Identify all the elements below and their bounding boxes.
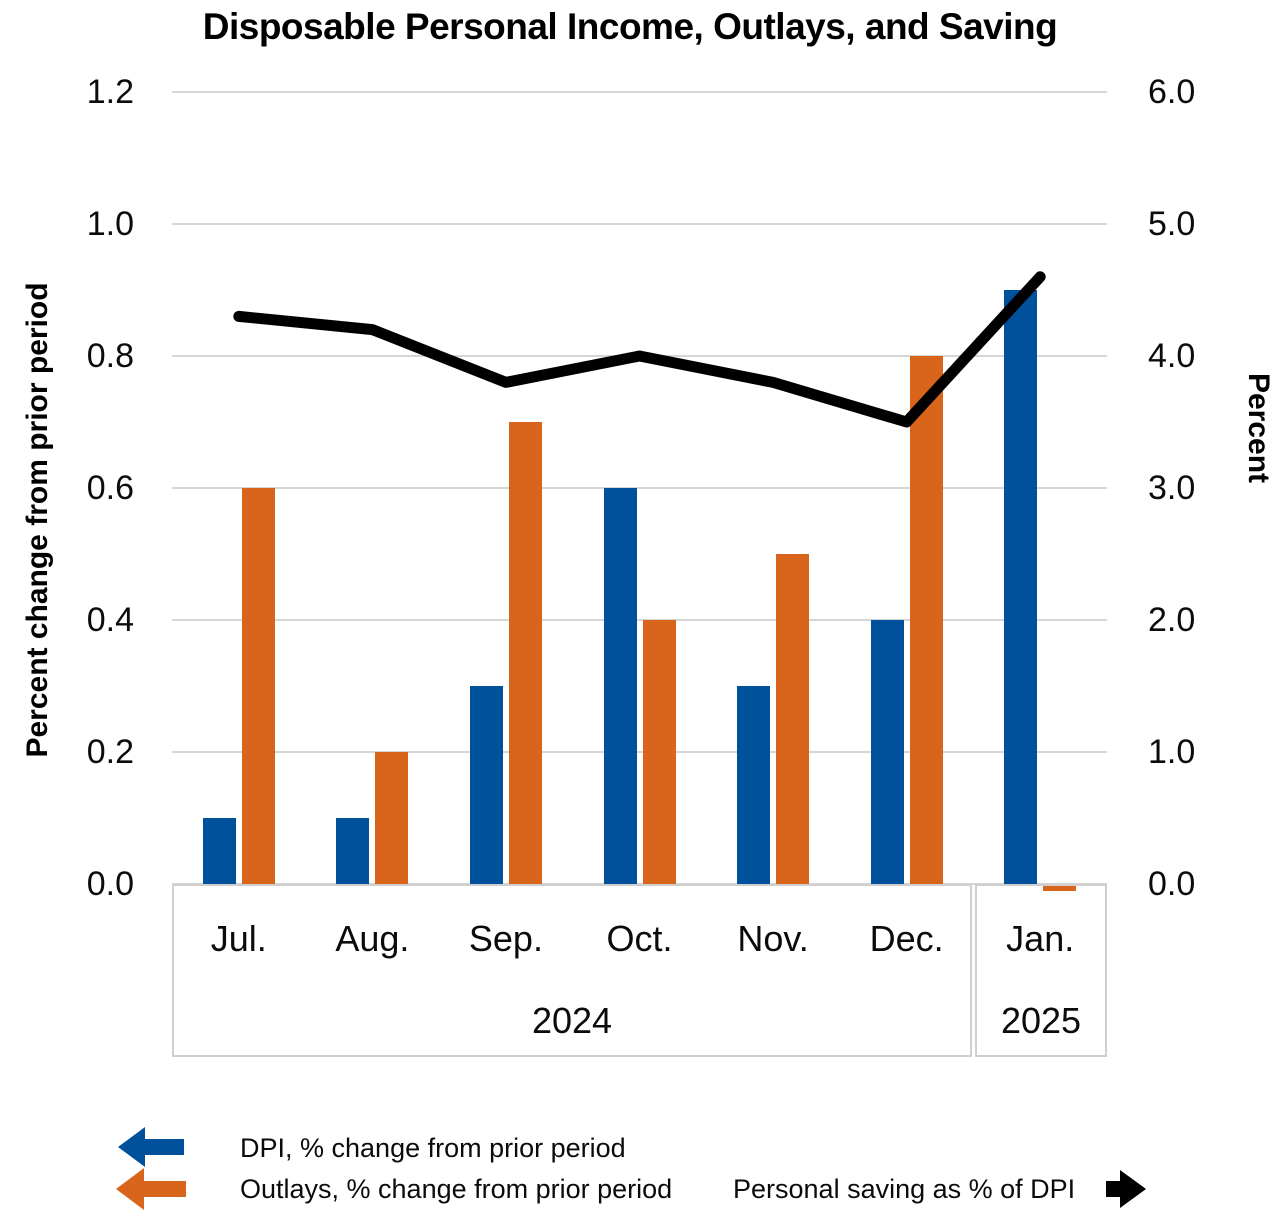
- bar-dpi-Aug: [336, 818, 370, 884]
- x-axis-group-box-2024: [172, 884, 972, 1057]
- bar-outlays-Sep: [508, 422, 542, 884]
- bar-dpi-Jan: [1004, 290, 1038, 884]
- left-tick-label: 0.4: [86, 601, 134, 639]
- right-tick-label: 0.0: [1148, 865, 1196, 903]
- plot-area: [172, 91, 1107, 891]
- right-tick-label: 1.0: [1148, 733, 1196, 771]
- left-tick-label: 0.8: [86, 337, 134, 375]
- bar-dpi-Oct: [603, 488, 637, 884]
- month-label-Nov: Nov.: [737, 918, 809, 959]
- bar-dpi-Jul: [202, 818, 236, 884]
- bar-outlays-Dec: [909, 356, 943, 884]
- gridline: [172, 487, 1107, 489]
- right-tick-label: 5.0: [1148, 205, 1196, 243]
- left-tick-label: 0.6: [86, 469, 134, 507]
- left-tick-label: 1.0: [86, 205, 134, 243]
- year-label-2024: 2024: [531, 1000, 613, 1041]
- gridline: [172, 751, 1107, 753]
- month-label-Sep: Sep.: [468, 918, 543, 959]
- gridline: [172, 91, 1107, 93]
- saving-legend-arrow-icon: [1106, 1170, 1146, 1208]
- legend-label-outlays: Outlays, % change from prior period: [240, 1174, 673, 1204]
- left-tick-label: 1.2: [86, 73, 134, 111]
- bar-outlays-Nov: [776, 554, 810, 884]
- legend-label-saving: Personal saving as % of DPI: [733, 1174, 1076, 1204]
- right-axis-title: Percent: [1242, 372, 1275, 484]
- right-tick-label: 2.0: [1148, 601, 1196, 639]
- saving-line: [233, 271, 1046, 428]
- bar-outlays-Oct: [642, 620, 676, 884]
- bar-outlays-Jul: [241, 488, 275, 884]
- bar-outlays-Jan: [1043, 884, 1077, 891]
- right-tick-label: 6.0: [1148, 73, 1196, 111]
- bar-dpi-Dec: [870, 620, 904, 884]
- right-tick-label: 4.0: [1148, 337, 1196, 375]
- bar-dpi-Sep: [469, 686, 503, 884]
- month-label-Aug: Aug.: [335, 918, 410, 959]
- month-label-Jan: Jan.: [1006, 918, 1075, 959]
- x-axis-group-box-2025: [975, 884, 1107, 1057]
- bar-dpi-Nov: [737, 686, 771, 884]
- month-label-Oct: Oct.: [606, 918, 673, 959]
- gridline: [172, 223, 1107, 225]
- gridline: [172, 619, 1107, 621]
- month-label-Jul: Jul.: [210, 918, 267, 959]
- dpi-legend-arrow-icon: [118, 1127, 184, 1167]
- outlays-legend-arrow-icon: [116, 1168, 186, 1210]
- chart-title: Disposable Personal Income, Outlays, and…: [202, 6, 1058, 47]
- left-tick-label: 0.2: [86, 733, 134, 771]
- month-label-Dec: Dec.: [869, 918, 944, 959]
- saving-line-chart: [233, 271, 1046, 428]
- legend-label-dpi: DPI, % change from prior period: [240, 1133, 626, 1163]
- right-tick-label: 3.0: [1148, 469, 1196, 507]
- left-tick-label: 0.0: [86, 865, 134, 903]
- bar-outlays-Aug: [375, 752, 409, 884]
- year-label-2025: 2025: [1000, 1000, 1082, 1041]
- legend: DPI, % change from prior period Outlays,…: [0, 1115, 1288, 1219]
